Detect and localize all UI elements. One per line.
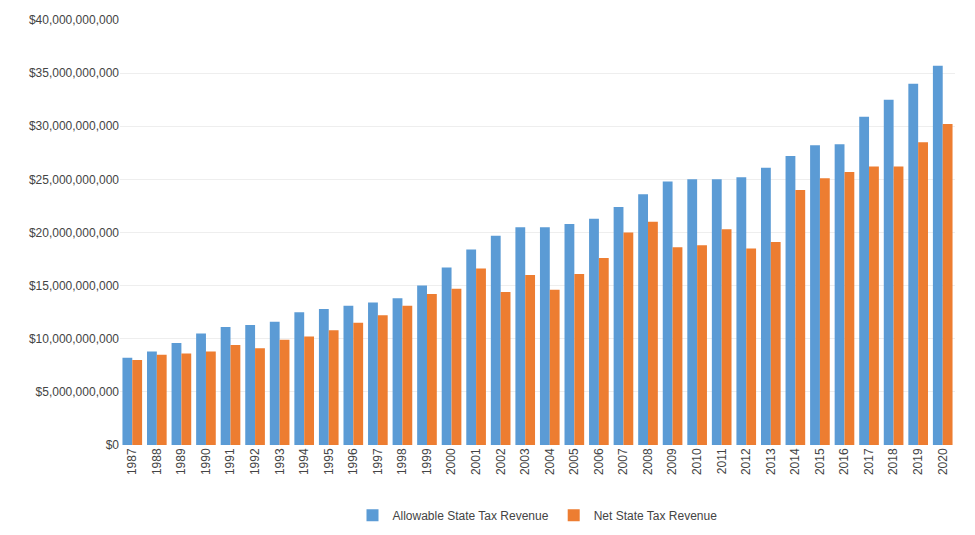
svg-text:2002: 2002 [494, 448, 508, 475]
svg-text:2018: 2018 [887, 448, 901, 475]
svg-text:1989: 1989 [174, 448, 188, 475]
svg-text:1997: 1997 [371, 448, 385, 475]
svg-text:Net State Tax Revenue: Net State Tax Revenue [594, 509, 718, 523]
svg-text:2005: 2005 [567, 448, 581, 475]
svg-text:$0: $0 [106, 438, 120, 452]
svg-text:$10,000,000,000: $10,000,000,000 [29, 332, 119, 346]
svg-text:1995: 1995 [322, 448, 336, 475]
svg-text:2006: 2006 [592, 448, 606, 475]
svg-text:1994: 1994 [297, 448, 311, 475]
svg-text:2008: 2008 [641, 448, 655, 475]
svg-text:$35,000,000,000: $35,000,000,000 [29, 66, 119, 80]
svg-text:1987: 1987 [125, 448, 139, 475]
svg-text:1999: 1999 [420, 448, 434, 475]
svg-text:2009: 2009 [665, 448, 679, 475]
svg-text:$30,000,000,000: $30,000,000,000 [29, 119, 119, 133]
svg-text:$15,000,000,000: $15,000,000,000 [29, 279, 119, 293]
svg-text:2015: 2015 [813, 448, 827, 475]
svg-text:2000: 2000 [444, 448, 458, 475]
svg-text:2013: 2013 [764, 448, 778, 475]
svg-text:$20,000,000,000: $20,000,000,000 [29, 226, 119, 240]
svg-text:$40,000,000,000: $40,000,000,000 [29, 13, 119, 27]
svg-text:1998: 1998 [395, 448, 409, 475]
svg-text:2017: 2017 [862, 448, 876, 475]
svg-text:$25,000,000,000: $25,000,000,000 [29, 173, 119, 187]
svg-text:1991: 1991 [223, 448, 237, 475]
svg-text:2011: 2011 [715, 448, 729, 474]
svg-text:2004: 2004 [543, 448, 557, 475]
svg-text:$5,000,000,000: $5,000,000,000 [36, 385, 120, 399]
svg-text:2016: 2016 [837, 448, 851, 475]
svg-text:1990: 1990 [199, 448, 213, 475]
svg-text:2019: 2019 [911, 448, 925, 475]
svg-text:2014: 2014 [788, 448, 802, 475]
svg-text:1993: 1993 [273, 448, 287, 475]
svg-text:1992: 1992 [248, 448, 262, 475]
svg-text:2012: 2012 [739, 448, 753, 475]
svg-text:2003: 2003 [518, 448, 532, 475]
svg-text:2020: 2020 [936, 448, 950, 475]
svg-text:1996: 1996 [346, 448, 360, 475]
svg-text:1988: 1988 [150, 448, 164, 475]
svg-text:Allowable State Tax Revenue: Allowable State Tax Revenue [393, 509, 549, 523]
svg-text:2010: 2010 [690, 448, 704, 475]
svg-text:2007: 2007 [616, 448, 630, 475]
svg-text:2001: 2001 [469, 448, 483, 475]
